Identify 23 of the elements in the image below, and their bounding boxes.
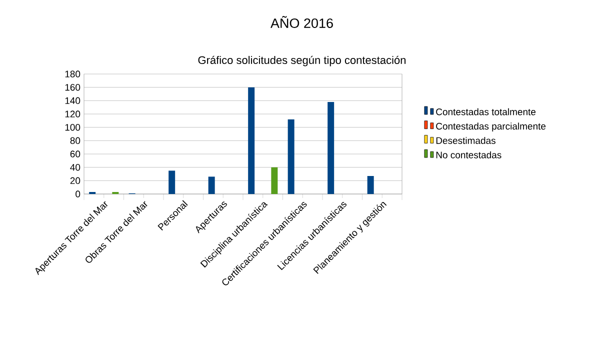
legend-label: Contestadas totalmente — [436, 108, 536, 116]
bar — [367, 176, 374, 194]
bar — [328, 102, 334, 194]
chart-subtitle: Gráfico solicitudes según tipo contestación — [198, 56, 406, 66]
bar — [288, 119, 294, 194]
y-tick-label: 140 — [65, 97, 80, 104]
y-tick-label: 100 — [65, 124, 80, 131]
legend-label: Desestimadas — [436, 136, 496, 144]
bar — [271, 167, 278, 194]
y-tick-label: 60 — [70, 150, 80, 158]
y-tick-label: 80 — [70, 137, 80, 144]
y-tick-label: 40 — [70, 164, 80, 171]
bar — [248, 87, 255, 194]
legend-label: No contestadas — [436, 151, 502, 158]
chart-title: AÑO 2016 — [270, 16, 333, 28]
y-tick-label: 120 — [65, 110, 80, 118]
legend-label: Contestadas parcialmente — [436, 122, 546, 132]
bar — [208, 176, 215, 194]
y-tick-label: 160 — [65, 84, 80, 91]
y-tick-label: 0 — [76, 190, 80, 198]
bar — [168, 170, 176, 194]
y-tick-label: 180 — [65, 70, 80, 78]
y-tick-label: 20 — [70, 177, 80, 184]
